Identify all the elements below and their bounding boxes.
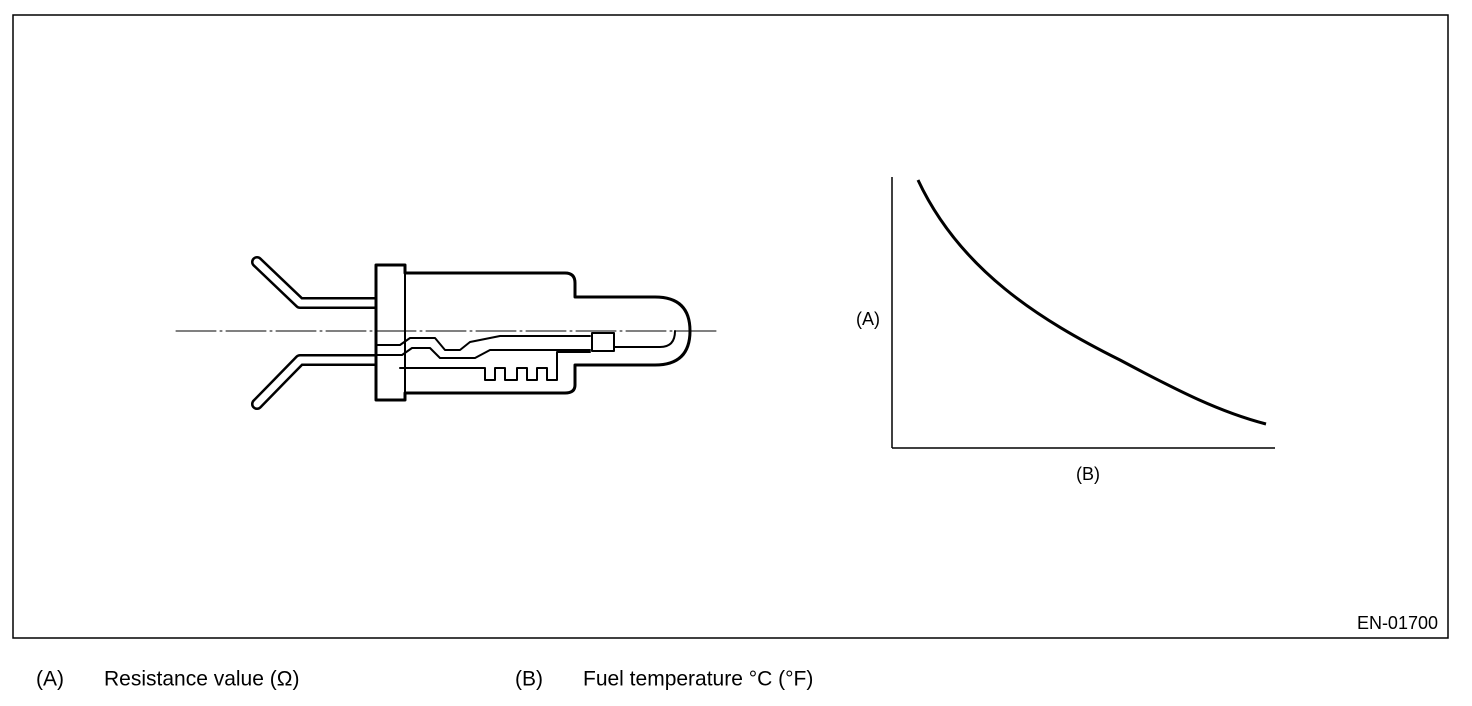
sensor-drawing <box>175 256 721 410</box>
curve <box>916 179 1267 426</box>
legend-text: Resistance value (Ω) <box>104 668 299 691</box>
frame <box>12 14 1449 639</box>
legend-key: (A) <box>36 668 64 691</box>
legend-key: (B) <box>515 668 543 691</box>
legend-text: Fuel temperature °C (°F) <box>583 668 813 691</box>
legend: (A) Resistance value (Ω) (B) Fuel temper… <box>36 668 813 691</box>
graph: (A) (B) <box>856 177 1275 484</box>
figure-id: EN-01700 <box>1357 613 1438 633</box>
x-axis-label: (B) <box>1076 464 1100 484</box>
y-axis-label: (A) <box>856 309 880 329</box>
